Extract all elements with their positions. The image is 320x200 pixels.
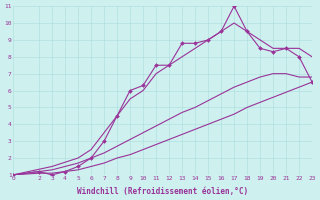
X-axis label: Windchill (Refroidissement éolien,°C): Windchill (Refroidissement éolien,°C) (77, 187, 248, 196)
